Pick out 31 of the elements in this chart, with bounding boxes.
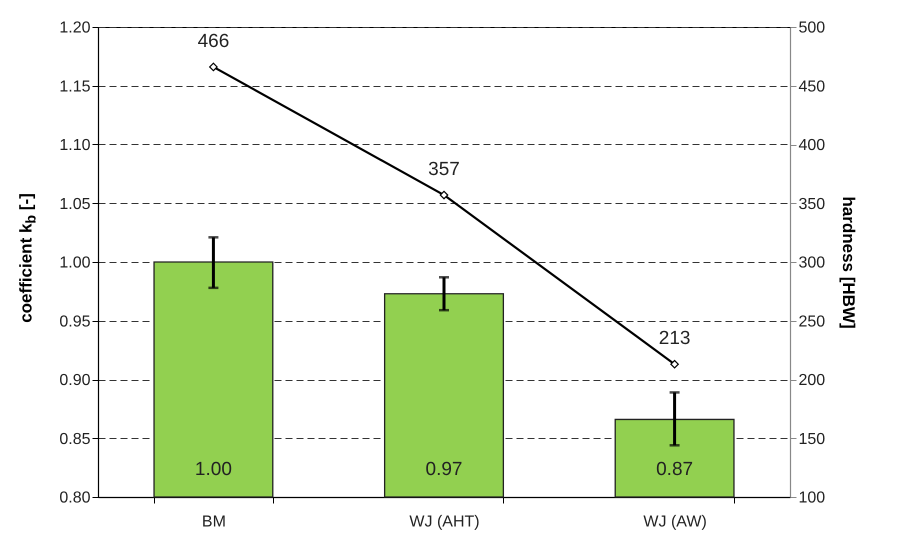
x-tick-label: WJ (AW) (643, 514, 707, 530)
y-tick-label: 0.95 (59, 313, 91, 330)
y-tick-label: 1.10 (59, 137, 91, 154)
data-label: 0.87 (656, 459, 694, 480)
y2-tick-label: 350 (798, 196, 826, 213)
data-label: 213 (658, 328, 690, 350)
data-label: 0.97 (426, 459, 462, 480)
y2-axis-title: hardness [HBW] (839, 196, 858, 329)
y2-tick-label: 500 (798, 20, 826, 36)
x-tick-label: WJ (AHT) (409, 514, 480, 530)
y-tick-label: 0.80 (59, 490, 91, 506)
data-label: 357 (428, 159, 460, 180)
y2-tick-label: 300 (798, 254, 826, 272)
y2-tick-label: 150 (798, 430, 826, 448)
y2-tick-label: 100 (798, 490, 826, 506)
point (440, 190, 448, 200)
y-tick-label: 1.00 (59, 254, 91, 272)
y-tick-label: 1.20 (59, 20, 91, 36)
y2-tick-label: 200 (798, 372, 826, 389)
y2-tick-label: 250 (798, 313, 826, 330)
y-tick-label: 1.15 (59, 78, 91, 96)
point (209, 62, 218, 72)
data-label: 466 (198, 30, 230, 52)
x-tick-label: BM (202, 514, 226, 530)
y2-tick-label: 400 (798, 137, 826, 154)
y-tick-label: 0.90 (59, 372, 91, 389)
y-tick-label: 1.05 (59, 196, 91, 213)
data-label: 1.00 (194, 459, 232, 480)
y2-tick-label: 450 (798, 78, 826, 96)
y-tick-label: 0.85 (59, 430, 91, 448)
point (670, 360, 679, 369)
